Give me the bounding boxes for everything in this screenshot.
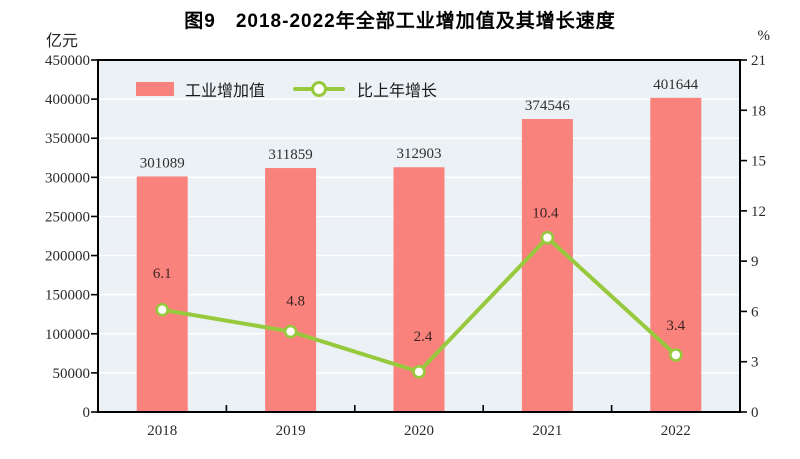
year-label-2021: 2021	[532, 423, 562, 439]
right-tick-label: 18	[751, 103, 766, 119]
right-tick-label: 0	[751, 405, 759, 421]
right-axis-unit-label: %	[757, 28, 771, 44]
legend-bar-label: 工业增加值	[185, 83, 266, 100]
left-tick-label: 0	[83, 405, 91, 421]
legend-bar-swatch	[136, 82, 174, 96]
line-value-label-2020: 2.4	[414, 329, 433, 345]
year-label-2018: 2018	[147, 423, 177, 439]
line-marker-2019	[283, 324, 298, 339]
bar-value-label-2022: 401644	[653, 77, 699, 93]
year-label-2019: 2019	[276, 423, 306, 439]
left-tick-label: 150000	[45, 288, 90, 304]
left-axis-unit-label: 亿元	[46, 33, 79, 50]
right-tick-label: 21	[751, 53, 766, 69]
legend-line-dot	[311, 81, 328, 97]
line-value-label-2019: 4.8	[286, 294, 305, 310]
line-marker-2018	[155, 302, 169, 317]
bar-value-label-2021: 374546	[525, 98, 571, 114]
bar-2019	[265, 168, 317, 412]
line-value-label-2022: 3.4	[666, 318, 685, 334]
legend-line-label: 比上年增长	[357, 83, 438, 100]
left-tick-label: 400000	[45, 92, 90, 108]
year-label-2020: 2020	[404, 423, 434, 439]
bar-value-label-2020: 312903	[397, 146, 442, 162]
line-marker-2022	[668, 348, 683, 362]
axis-frame	[97, 59, 741, 413]
right-tick-label: 9	[751, 254, 759, 270]
right-tick-label: 12	[751, 204, 766, 220]
left-tick-label: 100000	[45, 327, 90, 343]
left-tick-label: 350000	[45, 131, 90, 147]
bar-2021	[521, 119, 573, 413]
left-tick-label: 300000	[45, 170, 90, 186]
bar-2022	[650, 97, 702, 412]
left-tick-label: 200000	[45, 249, 90, 265]
bar-value-label-2019: 311859	[268, 147, 312, 163]
bar-value-label-2018: 301089	[140, 155, 185, 171]
right-tick-label: 6	[751, 304, 759, 320]
line-value-label-2021: 10.4	[532, 206, 559, 222]
left-tick-label: 50000	[53, 366, 91, 382]
right-tick-label: 3	[751, 355, 759, 371]
line-value-label-2018: 6.1	[153, 266, 172, 282]
right-tick-label: 15	[751, 154, 766, 170]
left-tick-label: 450000	[45, 53, 90, 69]
line-marker-2021	[540, 230, 555, 245]
line-marker-2020	[412, 364, 426, 379]
legend-line-marker	[293, 81, 346, 97]
left-tick-label: 250000	[45, 209, 90, 225]
year-label-2022: 2022	[661, 423, 691, 439]
chart-title: 图9 2018-2022年全部工业增加值及其增长速度	[184, 11, 616, 32]
bar-2018	[136, 176, 188, 412]
legend: 工业增加值 比上年增长	[136, 80, 438, 100]
